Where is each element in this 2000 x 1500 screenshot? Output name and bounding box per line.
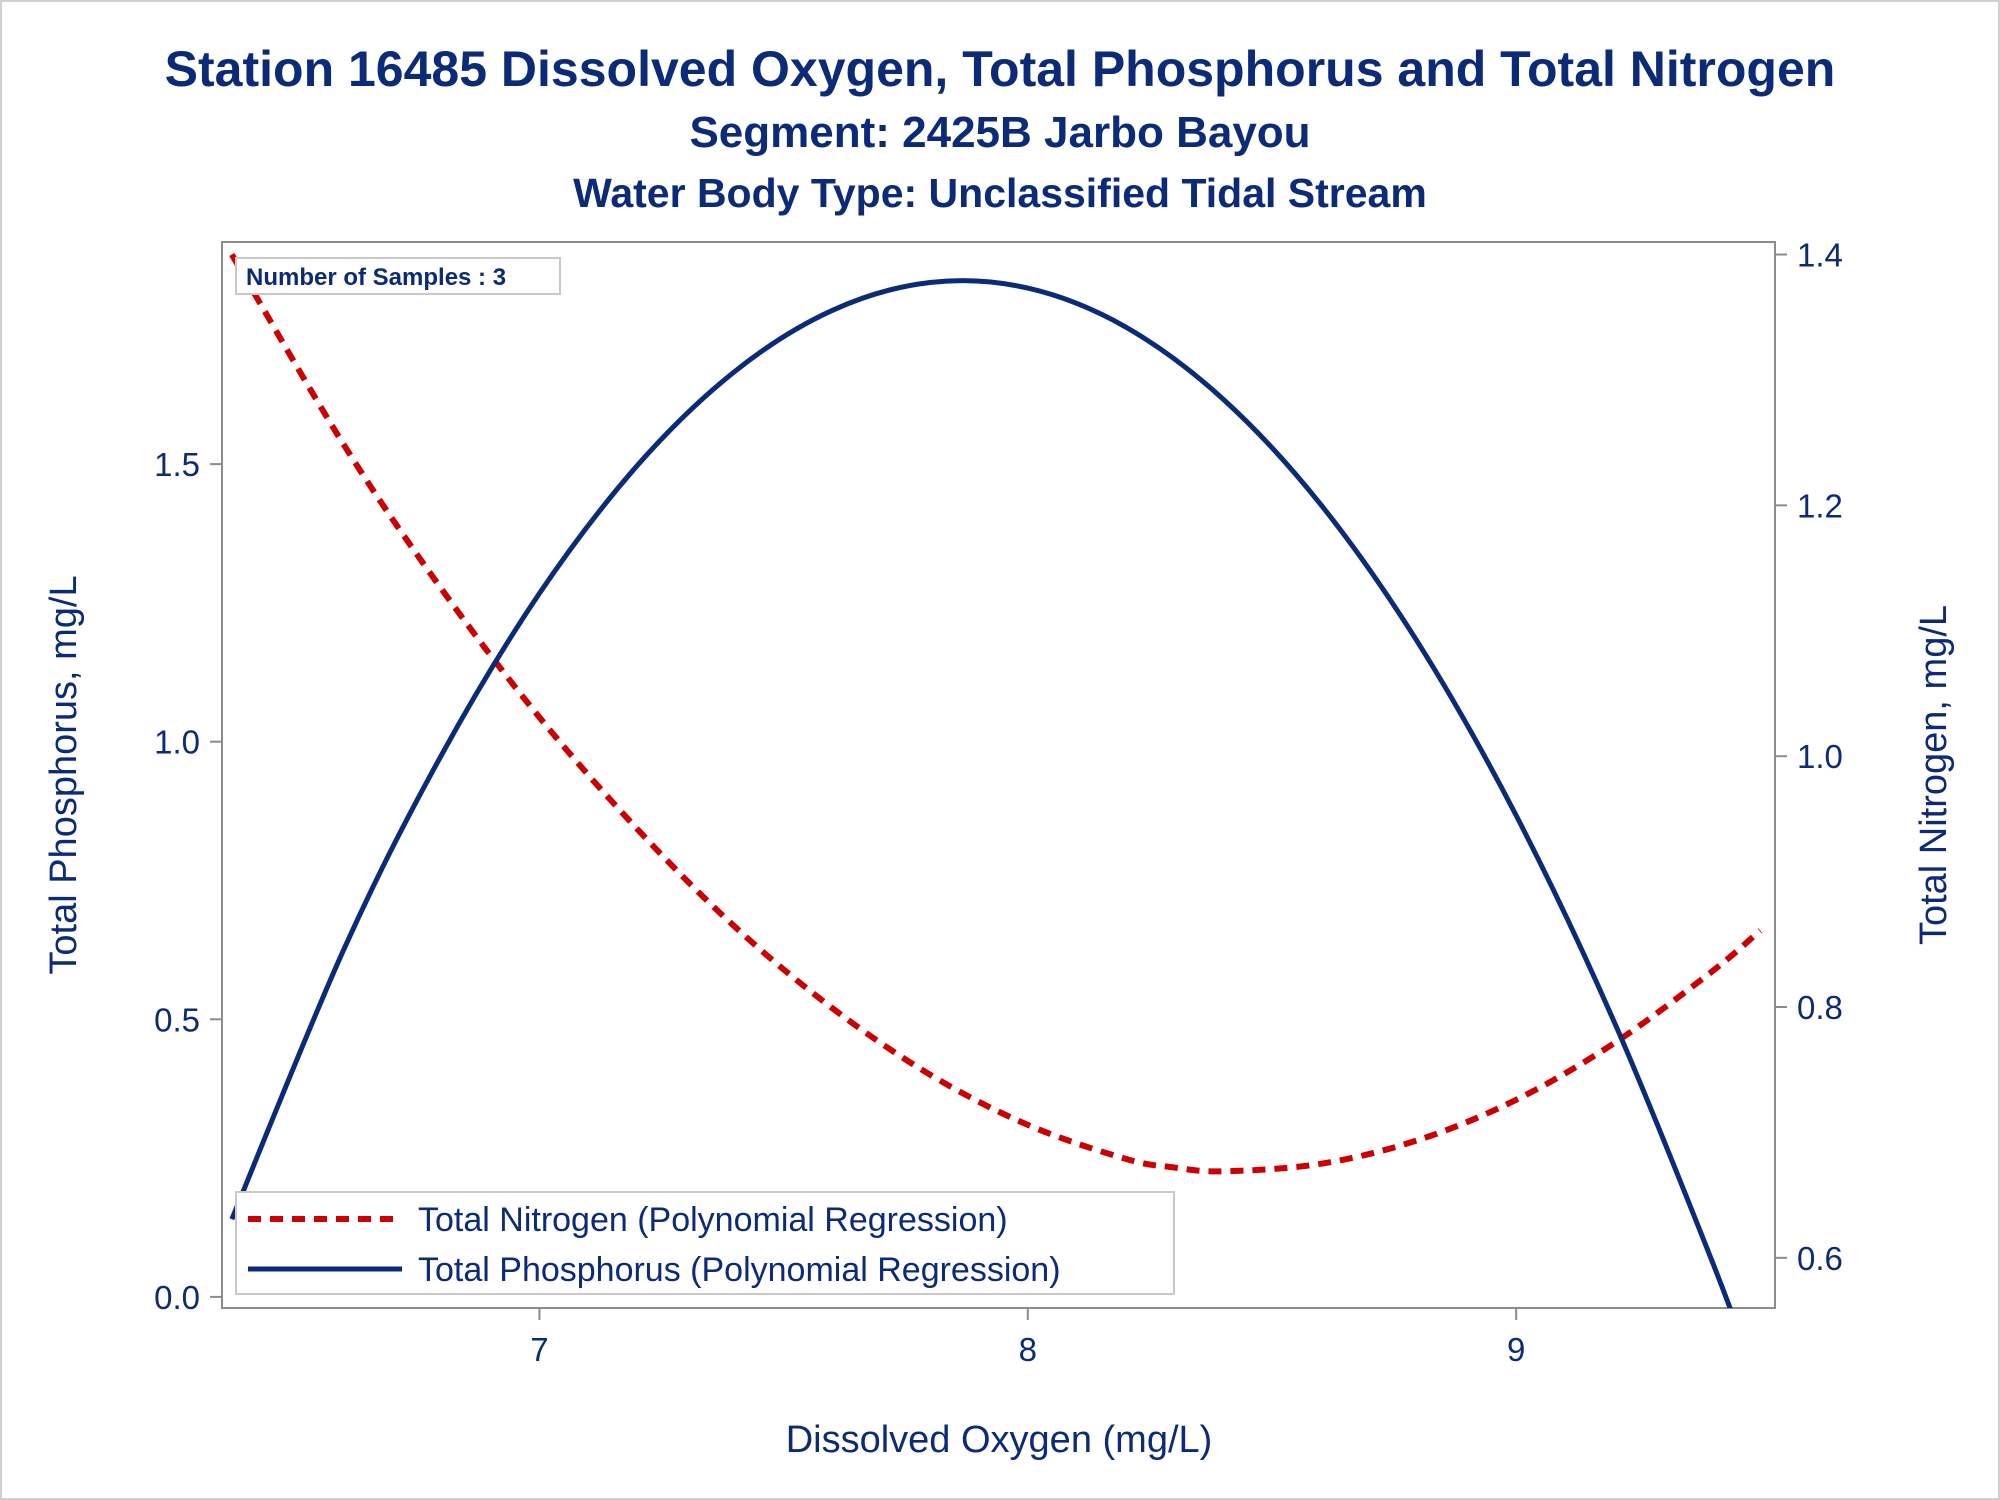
series-line-total-nitrogen <box>229 252 1763 1175</box>
y2-tick-label: 1.4 <box>1797 237 1843 274</box>
plot-area <box>221 241 1776 1309</box>
series-line-total-phosphorus <box>229 278 1733 1308</box>
y2-tick-label: 1.2 <box>1797 487 1843 524</box>
chart-subtitle: Segment: 2425B Jarbo Bayou <box>689 108 1311 157</box>
annotation-text: Number of Samples : 3 <box>246 264 506 291</box>
y-tick-label: 1.5 <box>154 446 200 483</box>
y-tick-label: 0.0 <box>154 1279 200 1316</box>
y-axis-label: Total Phosphorus, mg/L <box>43 575 85 974</box>
legend: Total Nitrogen (Polynomial Regression) T… <box>235 1191 1175 1295</box>
y2-axis-label: Total Nitrogen, mg/L <box>1913 605 1955 945</box>
x-axis-label: Dissolved Oxygen (mg/L) <box>786 1419 1213 1461</box>
x-tick-label: 8 <box>1019 1331 1037 1368</box>
chart-title: Station 16485 Dissolved Oxygen, Total Ph… <box>164 41 1836 97</box>
legend-label-total-nitrogen: Total Nitrogen (Polynomial Regression) <box>418 1201 1008 1239</box>
y2-tick-label: 0.8 <box>1797 989 1843 1026</box>
y2-tick-label: 1.0 <box>1797 738 1843 775</box>
legend-box <box>235 1191 1175 1295</box>
sample-count-annotation: Number of Samples : 3 <box>235 257 561 295</box>
y-tick-label: 1.0 <box>154 724 200 761</box>
chart-subtitle-2: Water Body Type: Unclassified Tidal Stre… <box>573 170 1427 216</box>
annotation-box <box>235 257 561 295</box>
y2-tick-label: 0.6 <box>1797 1240 1843 1277</box>
y-tick-label: 0.5 <box>154 1001 200 1038</box>
legend-label-total-phosphorus: Total Phosphorus (Polynomial Regression) <box>418 1251 1061 1289</box>
x-tick-label: 9 <box>1507 1331 1525 1368</box>
x-tick-label: 7 <box>530 1331 548 1368</box>
